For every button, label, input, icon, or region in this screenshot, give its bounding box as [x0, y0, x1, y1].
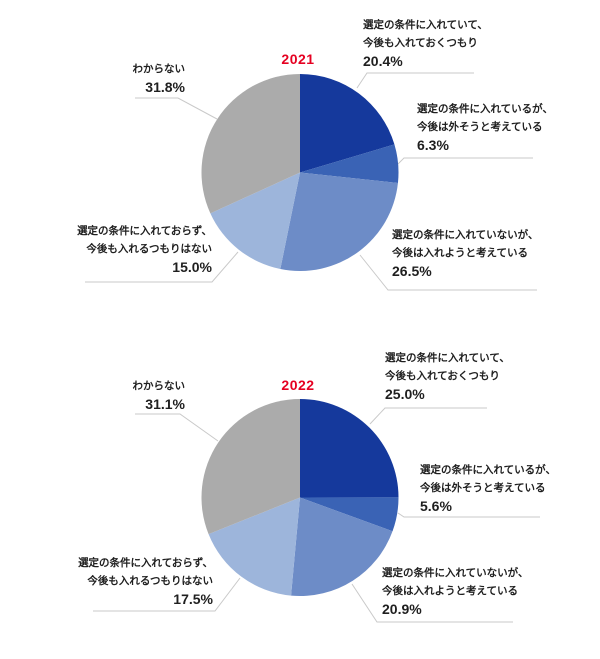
label-percent: 5.6% [420, 498, 452, 514]
label-line: 選定の条件に入れておらず、 [77, 225, 212, 237]
label-line: 今後も入れておくつもり [385, 370, 500, 382]
label-line: 選定の条件に入れていないが、 [392, 229, 539, 241]
label-percent: 31.8% [145, 79, 185, 95]
label-percent: 20.9% [382, 601, 422, 617]
label-add-2022: 選定の条件に入れていないが、 今後は入れようと考えている 20.9% [382, 564, 528, 618]
pie-slice [280, 172, 398, 271]
leader-line [135, 413, 219, 442]
leader-line [397, 512, 540, 518]
pie-slice [208, 497, 300, 596]
leader-line [397, 157, 533, 165]
pie-2021 [201, 74, 399, 271]
pie-slice [291, 497, 393, 596]
label-line: 選定の条件に入れていて、 [363, 19, 488, 31]
label-unknown-2021: わからない 31.8% [85, 60, 186, 96]
label-keep-2021: 選定の条件に入れていて、 今後も入れておくつもり 20.4% [363, 16, 488, 70]
label-line: 選定の条件に入れているが、 [420, 464, 556, 476]
label-line: 今後は外そうと考えている [417, 121, 543, 133]
label-line: わからない [132, 63, 186, 75]
chart-title-2022: 2022 [281, 377, 315, 393]
pie-slice [201, 74, 300, 214]
label-percent: 6.3% [417, 137, 449, 153]
label-line: 今後は入れようと考えている [392, 247, 528, 259]
label-line: 選定の条件に入れておらず、 [78, 557, 213, 569]
pie-2022 [201, 398, 399, 596]
label-percent: 17.5% [173, 591, 213, 607]
leader-line [369, 407, 487, 425]
label-never-2022: 選定の条件に入れておらず、 今後も入れるつもりはない 17.5% [63, 554, 213, 608]
label-add-2021: 選定の条件に入れていないが、 今後は入れようと考えている 26.5% [392, 226, 538, 280]
pie-slice [300, 74, 395, 173]
pie-slice [210, 172, 300, 270]
leader-line [351, 583, 513, 623]
pie-slice [300, 144, 399, 184]
label-unknown-2022: わからない 31.1% [85, 377, 186, 413]
pie-slice [300, 399, 399, 498]
label-percent: 15.0% [172, 259, 212, 275]
label-line: 選定の条件に入れていないが、 [382, 567, 529, 579]
label-line: 今後は外そうと考えている [420, 482, 546, 494]
leader-line [93, 577, 241, 612]
label-keep-2022: 選定の条件に入れていて、 今後も入れておくつもり 25.0% [385, 349, 510, 403]
label-remove-2022: 選定の条件に入れているが、 今後は外そうと考えている 5.6% [420, 461, 556, 515]
leader-line [359, 254, 537, 291]
label-line: 今後も入れるつもりはない [87, 575, 213, 587]
label-percent: 31.1% [145, 396, 185, 412]
label-line: 今後も入れておくつもり [363, 37, 478, 49]
label-percent: 26.5% [392, 263, 432, 279]
label-percent: 20.4% [363, 53, 403, 69]
label-line: 選定の条件に入れているが、 [417, 103, 553, 115]
label-never-2021: 選定の条件に入れておらず、 今後も入れるつもりはない 15.0% [62, 222, 212, 276]
pie-slice [201, 398, 300, 535]
label-percent: 25.0% [385, 386, 425, 402]
leader-line [135, 97, 218, 120]
leader-line [85, 251, 239, 283]
label-remove-2021: 選定の条件に入れているが、 今後は外そうと考えている 6.3% [417, 100, 553, 154]
chart-title-2021: 2021 [281, 51, 315, 67]
label-line: 選定の条件に入れていて、 [385, 352, 510, 364]
label-line: 今後も入れるつもりはない [86, 243, 212, 255]
label-line: わからない [132, 380, 186, 392]
pie-slice [300, 497, 399, 532]
leader-line [356, 72, 474, 89]
label-line: 今後は入れようと考えている [382, 585, 518, 597]
